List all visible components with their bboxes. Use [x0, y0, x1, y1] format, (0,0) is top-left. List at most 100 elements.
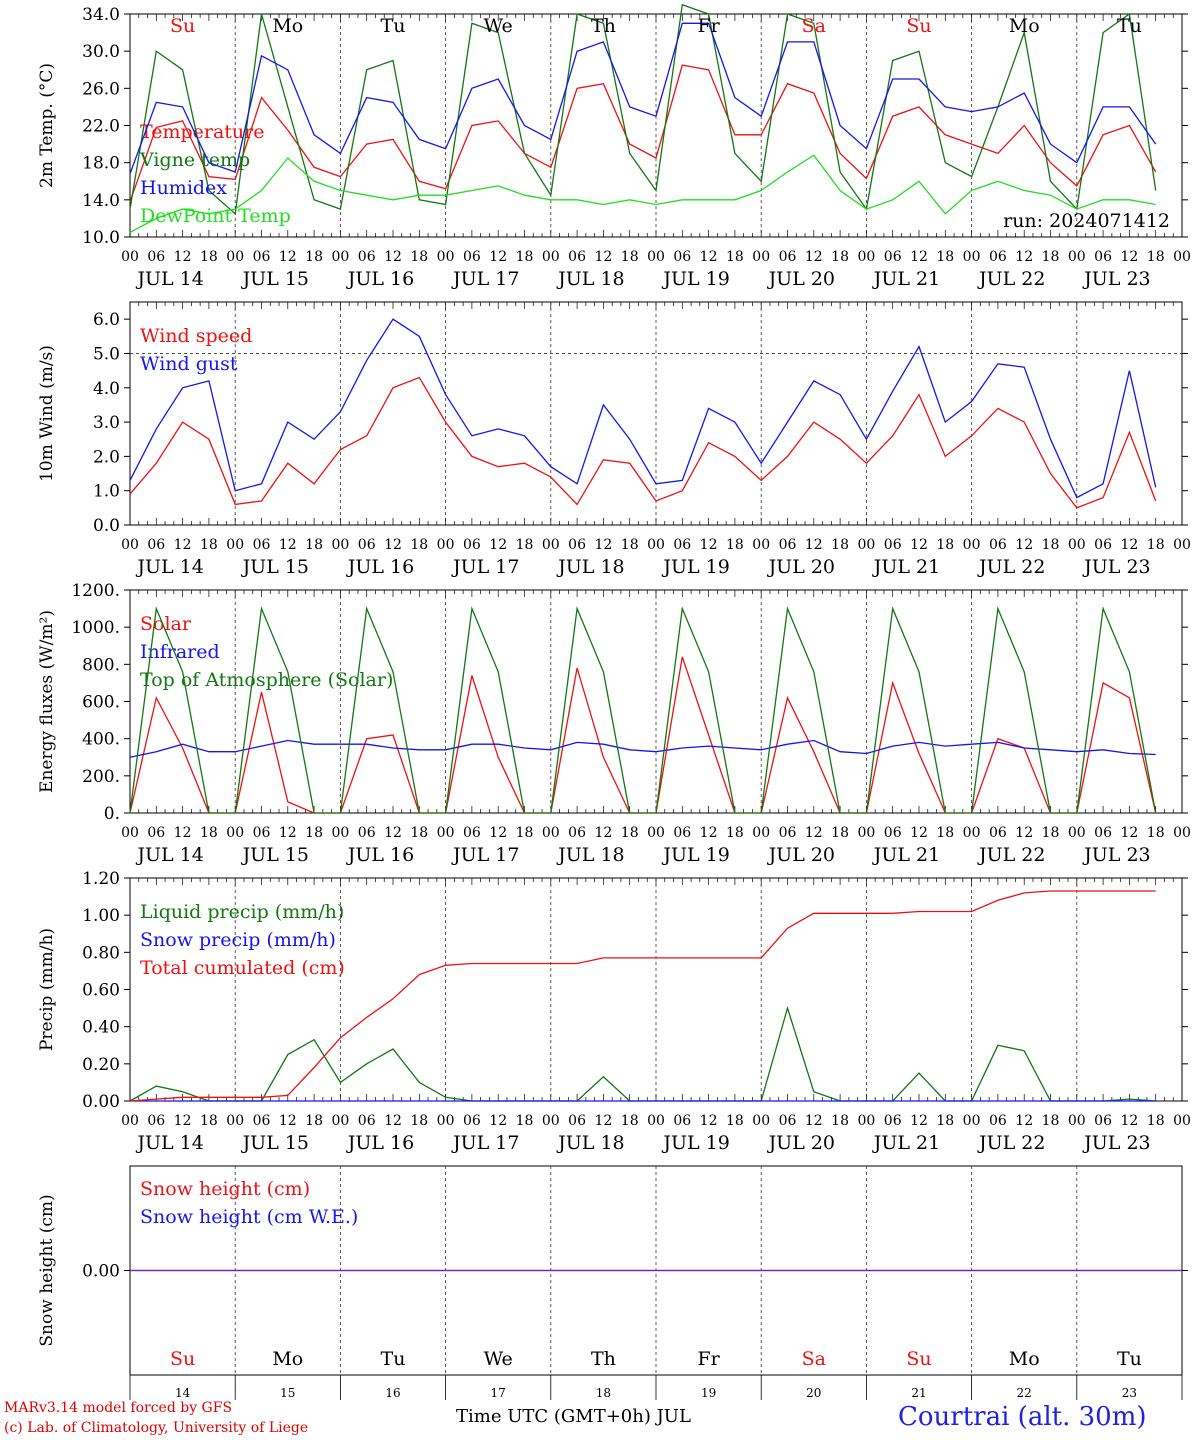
hour-tick-label: 06 — [568, 825, 586, 841]
date-label: JUL 21 — [872, 1132, 940, 1154]
hour-tick-label: 00 — [226, 537, 244, 553]
panel-3: 0. 200. 400. 600. 800. 1000. 1200. Energy fluxe… — [37, 581, 1191, 866]
date-label: JUL 17 — [451, 556, 519, 578]
date-label: JUL 16 — [346, 268, 414, 290]
hour-tick-label: 00 — [331, 249, 349, 265]
y-axis-label: Energy fluxes (W/m²) — [37, 610, 57, 793]
hour-tick-label: 18 — [1147, 825, 1165, 841]
hour-tick-label: 06 — [673, 825, 691, 841]
hour-tick-label: 06 — [568, 537, 586, 553]
y-tick-label: 3.0 — [93, 413, 120, 433]
y-tick-label: 800. — [82, 655, 120, 675]
hour-tick-label: 18 — [410, 825, 428, 841]
hour-tick-label: 12 — [700, 249, 718, 265]
hour-tick-label: 18 — [726, 825, 744, 841]
hour-tick-label: 00 — [1173, 825, 1191, 841]
weekday-label: Th — [591, 1348, 616, 1370]
hour-tick-label: 00 — [226, 825, 244, 841]
date-label: JUL 19 — [661, 268, 729, 290]
hour-tick-label: 18 — [1147, 537, 1165, 553]
hour-tick-label: 00 — [542, 825, 560, 841]
legend-label: Vigne temp — [139, 149, 250, 171]
series-line — [129, 3, 1157, 216]
legend-label: Top of Atmosphere (Solar) — [140, 669, 393, 691]
hour-tick-label: 06 — [779, 537, 797, 553]
hour-tick-label: 06 — [463, 825, 481, 841]
date-label: JUL 22 — [977, 268, 1045, 290]
series-line — [129, 318, 1157, 499]
weekday-label: Tu — [381, 15, 406, 37]
day-number-label: 23 — [1122, 1386, 1137, 1400]
date-label: JUL 17 — [451, 1132, 519, 1154]
date-label: JUL 20 — [767, 844, 835, 866]
date-label: JUL 20 — [767, 1132, 835, 1154]
hour-tick-label: 18 — [831, 537, 849, 553]
series-line — [129, 890, 1156, 1102]
legend-label: Snow height (cm) — [140, 1178, 310, 1200]
date-label: JUL 19 — [661, 1132, 729, 1154]
hour-tick-label: 06 — [989, 1113, 1007, 1129]
y-tick-label: 0.0 — [93, 516, 120, 536]
y-tick-label: 400. — [82, 730, 120, 750]
panel-1: 10.0 14.0 18.0 22.0 26.0 30.0 34.0 2m Temp. (°C… — [37, 3, 1191, 290]
hour-tick-label: 00 — [437, 1113, 455, 1129]
hour-tick-label: 12 — [1120, 825, 1138, 841]
hour-tick-label: 18 — [1042, 825, 1060, 841]
hour-tick-label: 00 — [1173, 1113, 1191, 1129]
series-line — [129, 64, 1157, 202]
hour-tick-label: 06 — [884, 537, 902, 553]
day-number-label: 17 — [491, 1386, 506, 1400]
legend-label: Snow precip (mm/h) — [140, 929, 336, 951]
hour-tick-label: 12 — [805, 825, 823, 841]
hour-tick-label: 06 — [358, 537, 376, 553]
hour-tick-label: 00 — [647, 249, 665, 265]
y-tick-label: 600. — [82, 693, 120, 713]
hour-tick-label: 06 — [463, 1113, 481, 1129]
weekday-label: Tu — [1117, 1348, 1142, 1370]
hour-tick-label: 00 — [542, 537, 560, 553]
weekday-label: Su — [906, 1348, 931, 1370]
hour-tick-label: 12 — [1015, 825, 1033, 841]
y-tick-label: 18.0 — [82, 154, 120, 174]
weekday-label: Su — [906, 15, 931, 37]
y-axis-label: 10m Wind (m/s) — [37, 345, 57, 482]
hour-tick-label: 18 — [621, 1113, 639, 1129]
hour-tick-label: 00 — [752, 1113, 770, 1129]
hour-tick-label: 06 — [253, 249, 271, 265]
hour-tick-label: 06 — [358, 1113, 376, 1129]
date-label: JUL 19 — [661, 844, 729, 866]
date-label: JUL 22 — [977, 556, 1045, 578]
hour-tick-label: 06 — [673, 1113, 691, 1129]
weekday-label: Mo — [1009, 15, 1040, 37]
hour-tick-label: 06 — [779, 1113, 797, 1129]
date-label: JUL 20 — [767, 268, 835, 290]
hour-tick-label: 06 — [1094, 825, 1112, 841]
day-number-label: 16 — [385, 1386, 400, 1400]
hour-tick-label: 00 — [121, 825, 139, 841]
hour-tick-label: 18 — [410, 537, 428, 553]
y-tick-label: 1.20 — [82, 869, 120, 889]
hour-tick-label: 18 — [621, 249, 639, 265]
hour-tick-label: 18 — [726, 249, 744, 265]
weekday-label: We — [484, 1348, 513, 1370]
hour-tick-label: 00 — [121, 249, 139, 265]
hour-tick-label: 18 — [936, 537, 954, 553]
date-label: JUL 22 — [977, 1132, 1045, 1154]
hour-tick-label: 12 — [174, 825, 192, 841]
hour-tick-label: 12 — [594, 825, 612, 841]
hour-tick-label: 12 — [910, 249, 928, 265]
hour-tick-label: 18 — [305, 1113, 323, 1129]
day-number-label: 15 — [280, 1386, 295, 1400]
hour-tick-label: 18 — [200, 537, 218, 553]
date-label: JUL 14 — [135, 844, 203, 866]
day-number-label: 19 — [701, 1386, 716, 1400]
hour-tick-label: 00 — [857, 249, 875, 265]
hour-tick-label: 06 — [147, 1113, 165, 1129]
hour-tick-label: 12 — [174, 1113, 192, 1129]
hour-tick-label: 00 — [437, 825, 455, 841]
hour-tick-label: 12 — [594, 537, 612, 553]
legend-label: Humidex — [140, 177, 227, 199]
hour-tick-label: 06 — [568, 249, 586, 265]
series-line — [129, 22, 1157, 175]
hour-tick-label: 06 — [989, 249, 1007, 265]
